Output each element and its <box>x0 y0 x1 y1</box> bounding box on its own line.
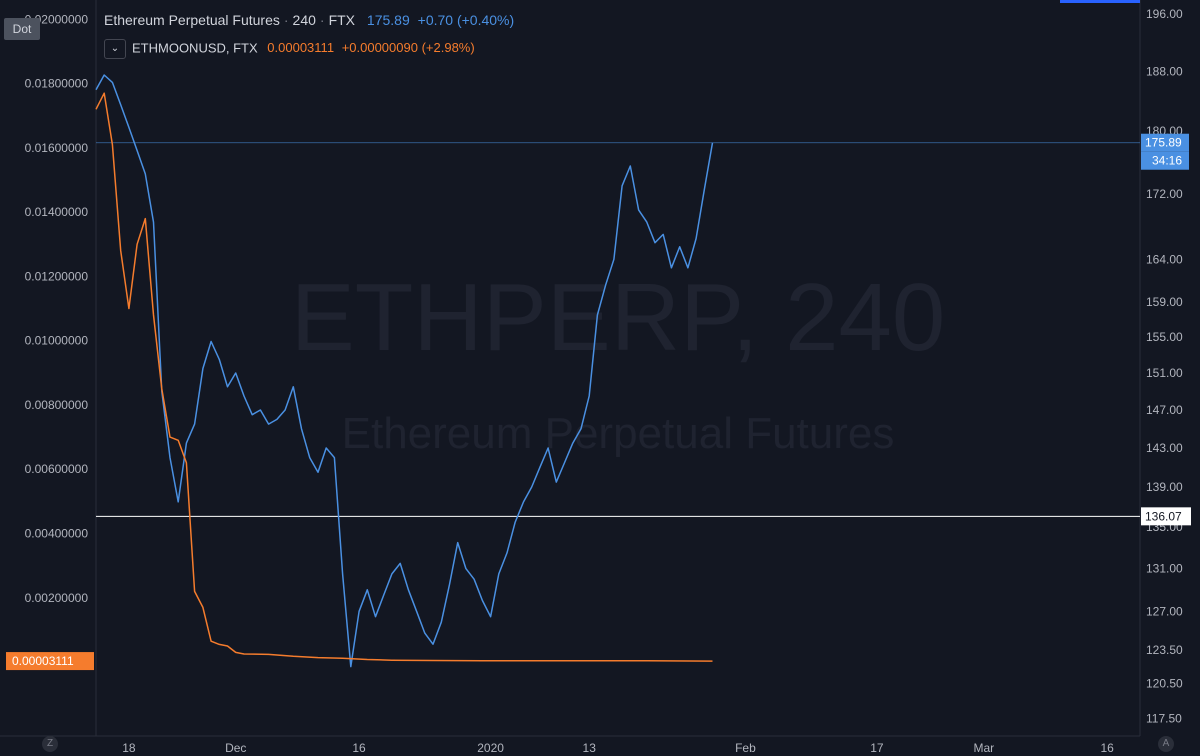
watermark-description: Ethereum Perpetual Futures <box>342 409 895 458</box>
right-tick-label-5: 159.00 <box>1146 295 1183 309</box>
right-tick-label-9: 143.00 <box>1146 441 1183 455</box>
collapse-chevron-icon[interactable]: ⌄ <box>104 39 126 59</box>
left-tick-label-5: 0.01000000 <box>25 334 89 348</box>
x-tick-label-0: 18 <box>122 741 136 755</box>
right-tick-label-12: 131.00 <box>1146 562 1183 576</box>
legend-price: 175.89 <box>366 12 410 28</box>
right-tick-label-7: 151.00 <box>1146 366 1183 380</box>
watermark-symbol: ETHPERP, 240 <box>291 264 946 371</box>
top-accent-bar <box>1060 0 1140 3</box>
legend-interval: 240 <box>292 12 316 28</box>
hline-tag-label: 136.07 <box>1145 509 1182 523</box>
countdown-tag <box>1141 151 1189 170</box>
right-tick-label-15: 120.50 <box>1146 677 1183 691</box>
left-tick-label-4: 0.01200000 <box>25 269 89 283</box>
right-tick-label-16: 117.50 <box>1146 711 1182 725</box>
legend-title: Ethereum Perpetual Futures <box>104 12 280 28</box>
right-tick-label-0: 196.00 <box>1146 7 1183 21</box>
legend-overlay[interactable]: ⌄ ETHMOONUSD, FTX 0.00003111 +0.00000090 … <box>104 39 475 59</box>
last-price-tag-label: 175.89 <box>1145 136 1182 150</box>
x-tick-label-4: 13 <box>583 741 597 755</box>
ethmoon-last-tag-label: 0.00003111 <box>12 654 74 668</box>
x-tick-label-8: 16 <box>1100 741 1114 755</box>
left-tick-label-2: 0.01600000 <box>25 141 89 155</box>
dot-button[interactable]: Dot <box>4 18 40 40</box>
zoom-icon[interactable]: Z <box>42 736 58 752</box>
right-tick-label-1: 188.00 <box>1146 64 1183 78</box>
left-tick-label-9: 0.00200000 <box>25 591 89 605</box>
right-tick-label-13: 127.00 <box>1146 604 1183 618</box>
right-tick-label-6: 155.00 <box>1146 330 1183 344</box>
x-tick-label-3: 2020 <box>477 741 504 755</box>
countdown-tag-label: 34:16 <box>1152 154 1182 168</box>
last-price-tag <box>1141 133 1189 152</box>
legend-exchange: FTX <box>328 12 356 28</box>
left-tick-label-0: 0.02000000 <box>25 12 89 26</box>
left-tick-label-1: 0.01800000 <box>25 77 89 91</box>
ethmoon-series-line[interactable] <box>95 92 713 662</box>
right-tick-label-4: 164.00 <box>1146 252 1183 266</box>
left-tick-label-8: 0.00400000 <box>25 527 89 541</box>
eth-series-line[interactable] <box>95 74 714 668</box>
left-tick-label-3: 0.01400000 <box>25 205 89 219</box>
x-tick-label-2: 16 <box>352 741 366 755</box>
left-tick-label-7: 0.00600000 <box>25 462 89 476</box>
overlay-change: +0.00000090 (+2.98%) <box>341 40 475 56</box>
overlay-symbol: ETHMOONUSD, FTX <box>132 40 258 56</box>
hline-tag <box>1141 507 1191 526</box>
ethmoon-last-tag <box>6 652 94 671</box>
right-tick-label-14: 123.50 <box>1146 643 1183 657</box>
right-tick-label-10: 139.00 <box>1146 480 1183 494</box>
left-tick-label-6: 0.00800000 <box>25 398 89 412</box>
auto-scale-icon[interactable]: A <box>1158 736 1174 752</box>
legend-change: +0.70 (+0.40%) <box>417 12 515 28</box>
x-tick-label-7: Mar <box>973 741 994 755</box>
right-tick-label-8: 147.00 <box>1146 403 1183 417</box>
right-tick-label-3: 172.00 <box>1146 187 1183 201</box>
overlay-price: 0.00003111 <box>267 40 335 56</box>
x-tick-label-1: Dec <box>225 741 246 755</box>
legend-main[interactable]: Ethereum Perpetual Futures · 240 · FTX 175.8… <box>104 12 515 28</box>
x-tick-label-6: 17 <box>870 741 884 755</box>
x-tick-label-5: Feb <box>735 741 756 755</box>
